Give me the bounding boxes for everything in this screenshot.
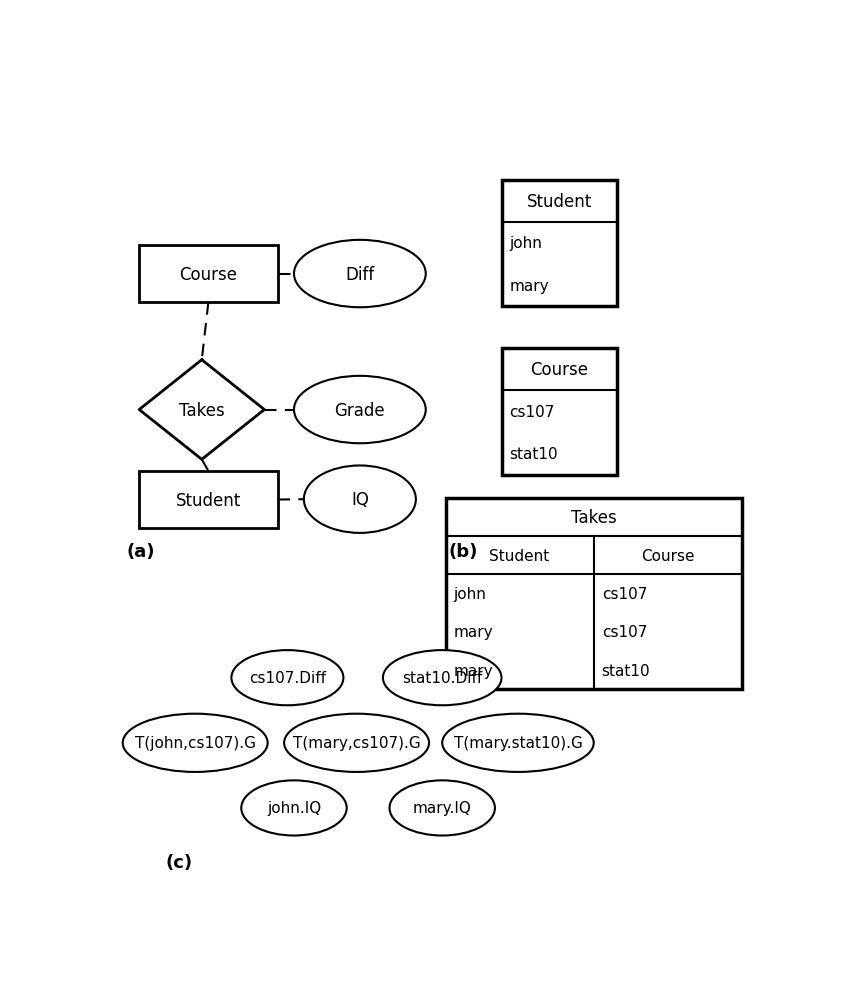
- Text: cs107: cs107: [509, 405, 555, 419]
- Ellipse shape: [383, 650, 502, 706]
- Text: Grade: Grade: [335, 402, 385, 419]
- Text: Course: Course: [530, 361, 588, 379]
- Ellipse shape: [284, 714, 429, 772]
- Text: T(john,cs107).G: T(john,cs107).G: [134, 736, 256, 750]
- Ellipse shape: [389, 780, 495, 836]
- Text: john: john: [453, 586, 486, 601]
- Text: mary: mary: [509, 278, 549, 293]
- Ellipse shape: [241, 780, 347, 836]
- Text: mary.IQ: mary.IQ: [413, 800, 472, 816]
- Text: stat10: stat10: [509, 446, 558, 461]
- Ellipse shape: [231, 650, 343, 706]
- Text: T(mary,cs107).G: T(mary,cs107).G: [292, 736, 421, 750]
- Text: stat10.Diff: stat10.Diff: [402, 671, 482, 686]
- Text: cs107: cs107: [602, 624, 647, 639]
- Ellipse shape: [294, 241, 426, 308]
- Text: Diff: Diff: [345, 265, 375, 283]
- Ellipse shape: [294, 377, 426, 443]
- Text: T(mary.stat10).G: T(mary.stat10).G: [454, 736, 582, 750]
- Bar: [139, 246, 277, 303]
- Text: stat10: stat10: [602, 663, 650, 678]
- Text: (a): (a): [126, 543, 155, 561]
- Ellipse shape: [442, 714, 593, 772]
- Bar: [139, 471, 277, 529]
- Text: Student: Student: [176, 491, 241, 509]
- Text: cs107: cs107: [602, 586, 647, 601]
- Text: cs107.Diff: cs107.Diff: [249, 671, 326, 686]
- Text: john: john: [509, 237, 542, 251]
- Text: Takes: Takes: [571, 508, 616, 526]
- Text: Course: Course: [641, 548, 694, 563]
- Ellipse shape: [122, 714, 268, 772]
- Text: Course: Course: [179, 265, 237, 283]
- Text: IQ: IQ: [351, 491, 369, 509]
- Text: mary: mary: [453, 663, 493, 678]
- Ellipse shape: [304, 466, 416, 534]
- Text: mary: mary: [453, 624, 493, 639]
- Bar: [502, 349, 617, 475]
- Text: john.IQ: john.IQ: [267, 800, 321, 816]
- Bar: [502, 181, 617, 307]
- Text: (b): (b): [449, 543, 479, 561]
- Bar: [445, 498, 742, 690]
- Text: (c): (c): [166, 853, 193, 871]
- Text: Takes: Takes: [178, 402, 224, 419]
- Text: Student: Student: [490, 548, 550, 563]
- Text: Student: Student: [526, 193, 592, 211]
